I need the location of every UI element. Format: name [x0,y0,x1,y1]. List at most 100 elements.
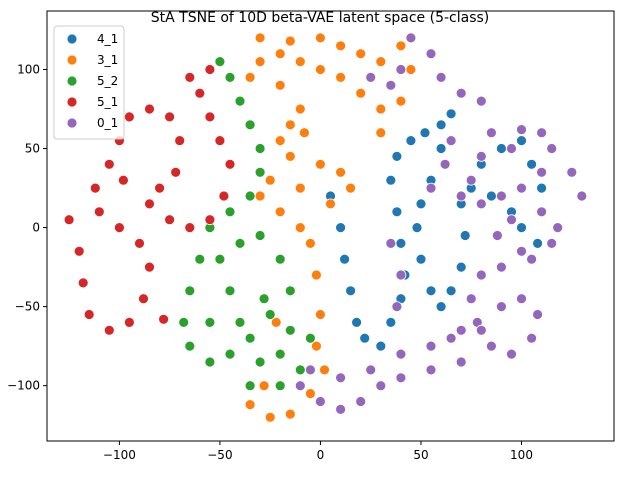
scatter-point [93,206,105,218]
scatter-point [439,158,451,170]
scatter-point [304,332,316,344]
scatter-point [475,324,487,336]
y-tick-label: −50 [15,300,40,314]
scatter-point [184,222,196,234]
scatter-point [284,408,296,420]
scatter-point [274,135,286,147]
scatter-point [204,111,216,123]
scatter-point [552,222,564,234]
x-tick-label: 0 [317,448,325,462]
scatter-point [77,277,89,289]
scatter-point [385,79,397,91]
scatter-point [304,364,316,376]
scatter-point [465,174,477,186]
scatter-point [254,166,266,178]
scatter-point [284,150,296,162]
scatter-point [495,301,507,313]
scatter-point [405,135,417,147]
x-tick-label: −50 [207,448,232,462]
scatter-point [244,399,256,411]
legend-label: 4_1 [97,32,118,46]
scatter-point [475,269,487,281]
scatter-point [274,206,286,218]
scatter-point [365,364,377,376]
scatter-point [118,174,129,186]
legend-marker [66,75,78,87]
scatter-point [536,206,547,218]
scatter-point [495,143,507,154]
scatter-point [375,127,387,139]
scatter-point [310,340,322,352]
scatter-point [89,182,101,194]
scatter-point [455,190,467,202]
scatter-point [405,32,417,44]
points-layer [63,32,588,423]
scatter-point [345,182,357,194]
scatter-point [254,56,266,67]
scatter-point [532,309,543,320]
scatter-point [455,324,467,336]
scatter-point [298,127,310,139]
scatter-point [546,237,558,249]
scatter-point [355,48,367,60]
scatter-point [335,166,347,178]
scatter-point [178,316,190,328]
scatter-point [375,340,387,352]
scatter-point [103,158,115,170]
scatter-point [144,103,155,115]
scatter-point [204,64,216,75]
scatter-point [516,124,527,136]
x-tick-label: 100 [510,448,533,462]
scatter-point [284,35,296,47]
scatter-point [435,72,447,83]
scatter-point [411,222,423,234]
scatter-point [158,313,170,325]
scatter-point [103,324,115,336]
scatter-point [204,356,216,368]
scatter-point [154,182,166,194]
scatter-point [214,253,226,265]
scatter-point [385,316,397,328]
scatter-point [425,340,437,352]
scatter-point [234,237,246,249]
scatter-point [224,285,236,297]
scatter-point [395,237,407,249]
scatter-point [475,95,487,107]
scatter-point [224,348,236,360]
scatter-point [415,198,427,210]
scatter-point [218,190,230,202]
scatter-point [138,293,149,305]
scatter-point [355,396,367,407]
y-tick-label: 100 [17,62,40,76]
scatter-point [274,348,286,360]
scatter-point [546,143,558,154]
scatter-point [495,261,507,273]
scatter-point [335,403,347,415]
scatter-point [319,364,330,376]
scatter-point [274,79,286,91]
scatter-point [445,135,457,147]
scatter-point [244,380,256,392]
scatter-point [415,253,427,265]
scatter-point [475,198,487,210]
scatter-point [495,190,507,202]
scatter-point [114,222,125,234]
scatter-point [566,166,578,178]
scatter-point [475,150,487,162]
scatter-point [425,182,437,194]
scatter-point [506,348,517,360]
scatter-point [254,356,266,368]
scatter-point [391,150,403,162]
scatter-point [445,285,457,297]
scatter-point [516,293,527,305]
scatter-point [455,87,467,99]
scatter-point [395,64,407,75]
scatter-point [536,127,547,139]
scatter-point [63,214,75,226]
legend-marker [66,54,78,66]
scatter-point [254,190,266,202]
scatter-point [536,166,547,178]
scatter-point [314,64,326,75]
y-tick-label: −100 [7,379,40,393]
